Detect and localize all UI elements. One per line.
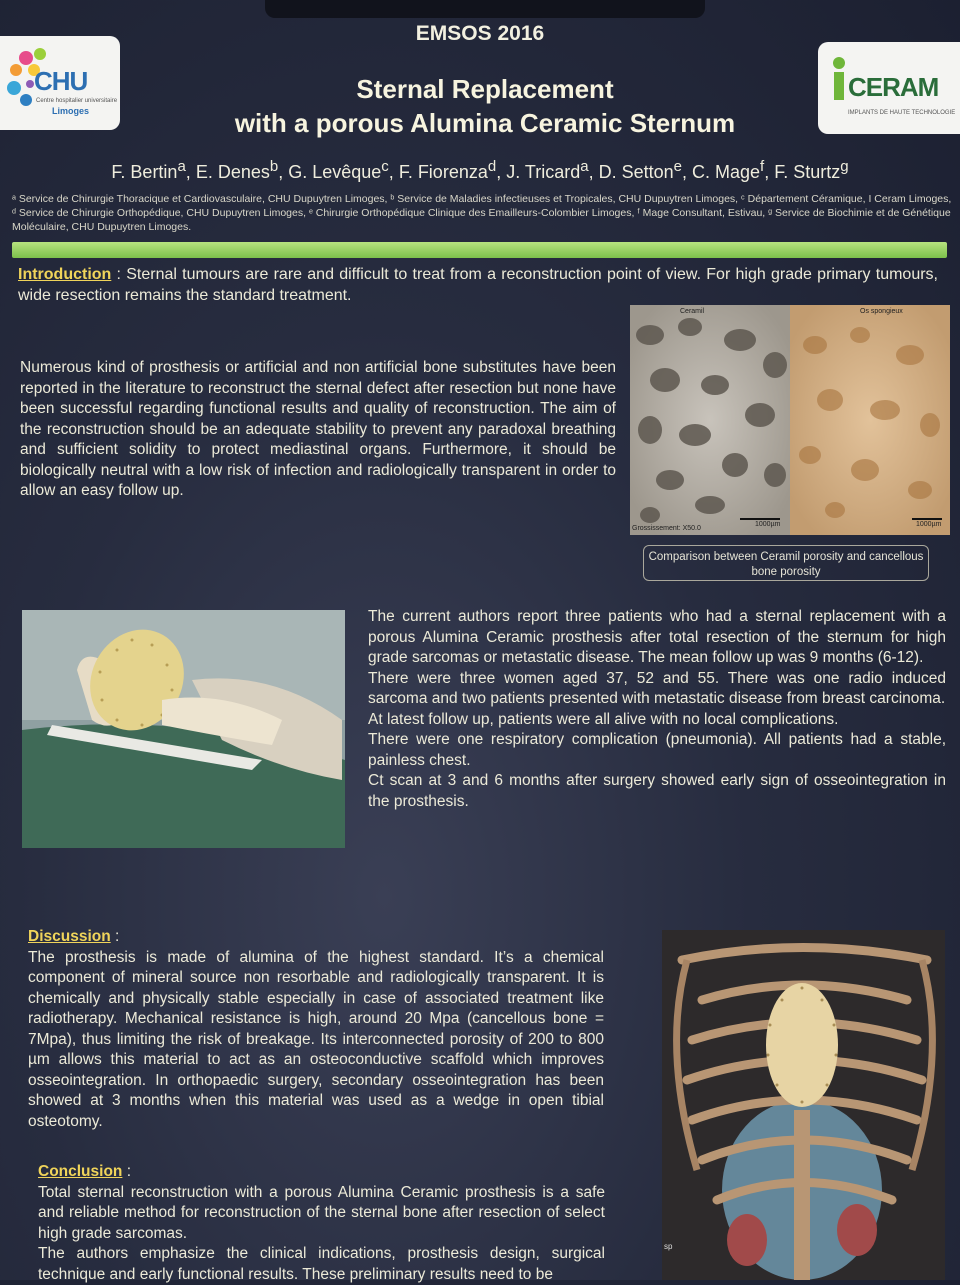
cases-paragraph: There were one respiratory complication … [368, 731, 946, 769]
ceram-logo-text: CERAM [848, 72, 939, 102]
conclusion-heading-sep: : [122, 1163, 132, 1180]
discussion-heading-sep: : [110, 928, 120, 945]
conclusion-heading: Conclusion [38, 1163, 123, 1180]
author: F. Fiorenzad [398, 158, 497, 182]
author: F. Bertina [111, 158, 186, 182]
cases-paragraph: Ct scan at 3 and 6 months after surgery … [368, 772, 946, 810]
discussion-heading: Discussion [28, 928, 111, 945]
authors-list: F. Bertina, E. Denesb, G. Levêquec, F. F… [111, 158, 849, 182]
conclusion-block: Conclusion : Total sternal reconstructio… [38, 1162, 605, 1285]
ct-scan-render [662, 930, 945, 1280]
title-line-2: with a porous Alumina Ceramic Sternum [234, 108, 736, 138]
author: J. Tricarda [506, 158, 589, 182]
cases-paragraph: At latest follow up, patients were all a… [368, 710, 839, 728]
chu-logo-subtitle: Centre hospitalier universitaire [36, 98, 118, 104]
introduction-heading: Introduction [18, 266, 112, 283]
chu-logo-city: Limoges [52, 106, 90, 116]
introduction-text: : Sternal tumours are rare and difficult… [18, 266, 938, 304]
surgery-photo [22, 610, 345, 848]
chu-flower-icon [7, 48, 46, 106]
introduction-paragraph: Numerous kind of prosthesis or artificia… [20, 359, 616, 499]
conclusion-text-2: The authors emphasize the clinical indic… [38, 1245, 605, 1283]
surgery-image [22, 610, 345, 848]
author: D. Settone [598, 158, 682, 182]
scale-label-left: 1000µm [755, 521, 781, 528]
ct-label: sp [664, 1242, 673, 1251]
affiliations: ᵃ Service de Chirurgie Thoracique et Car… [12, 193, 952, 233]
cases-block: The current authors report three patient… [368, 607, 946, 812]
cancellous-label: Os spongieux [860, 308, 903, 315]
magnification-label: Grossissement: X50.0 [632, 525, 701, 532]
conclusion-text: Total sternal reconstruction with a poro… [38, 1183, 605, 1242]
chu-logo-text: CHU [34, 66, 88, 96]
ceram-logo: CERAM IMPLANTS DE HAUTE TECHNOLOGIE [818, 42, 960, 134]
author: C. Magef [692, 158, 765, 182]
ceram-logo-subtitle: IMPLANTS DE HAUTE TECHNOLOGIE [848, 110, 956, 116]
poster-title: Sternal Replacement with a porous Alumin… [150, 72, 820, 140]
discussion-block: Discussion : The prosthesis is made of a… [28, 927, 604, 1132]
cases-paragraph: The current authors report three patient… [368, 608, 946, 666]
porosity-image [630, 305, 950, 535]
ct-scan-image: sp [662, 930, 945, 1280]
ceram-i-icon [833, 57, 845, 100]
author: G. Levêquec [288, 158, 389, 182]
figure-caption: Comparison between Ceramil porosity and … [643, 545, 929, 581]
chu-logo: CHU Centre hospitalier universitaire Lim… [0, 36, 120, 130]
cases-paragraph: There were three women aged 37, 52 and 5… [368, 669, 946, 708]
conference-name: EMSOS 2016 [415, 22, 545, 45]
ceramil-label: Ceramil [680, 308, 705, 315]
section-divider [12, 242, 947, 258]
author: F. Sturtzg [774, 158, 849, 182]
introduction-block: Introduction : Sternal tumours are rare … [18, 265, 938, 306]
porosity-figure: Ceramil Os spongieux Grossissement: X50.… [630, 305, 950, 535]
poster-clip [265, 0, 705, 18]
author: E. Denesb [195, 158, 279, 182]
scale-label-right: 1000µm [916, 521, 942, 528]
title-line-1: Sternal Replacement [356, 74, 614, 104]
discussion-text: The prosthesis is made of alumina of the… [28, 948, 604, 1130]
